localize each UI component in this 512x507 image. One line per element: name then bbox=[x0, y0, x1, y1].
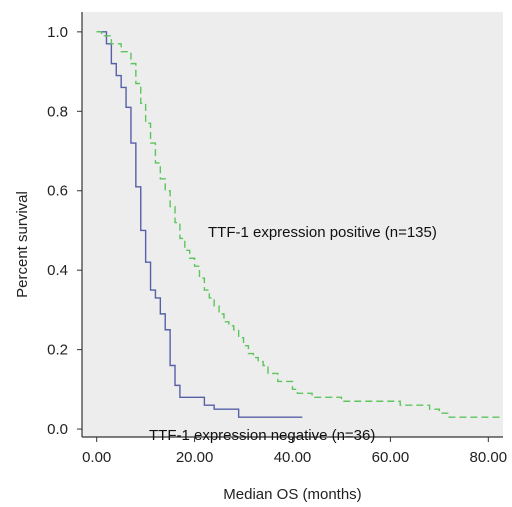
x-tick-label: 0.00 bbox=[82, 449, 111, 466]
annotation-positive: TTF-1 expression positive (n=135) bbox=[208, 224, 437, 241]
x-tick-label: 20.00 bbox=[176, 449, 214, 466]
y-tick-label: 0.4 bbox=[47, 262, 68, 279]
series-layer bbox=[96, 31, 503, 418]
x-tick-label: 40.00 bbox=[274, 449, 312, 466]
series-positive-line bbox=[96, 31, 503, 418]
annotation-negative: TTF-1 expression negative (n=36) bbox=[149, 427, 375, 444]
y-tick-label: 0.0 bbox=[47, 421, 68, 438]
y-axis-label: Percent survival bbox=[14, 191, 31, 298]
x-axis-label: Median OS (months) bbox=[223, 486, 361, 503]
y-tick-label: 0.6 bbox=[47, 183, 68, 200]
plot-area bbox=[82, 12, 503, 437]
y-tick-label: 0.2 bbox=[47, 342, 68, 359]
x-tick-label: 80.00 bbox=[470, 449, 508, 466]
y-tick-label: 0.8 bbox=[47, 103, 68, 120]
series-negative-line bbox=[96, 31, 303, 418]
tick-layer: 0.00 20.00 40.00 60.00 80.00 0.0 0.2 0.4 0.6 0.8 1… bbox=[47, 24, 507, 466]
y-tick-label: 1.0 bbox=[47, 24, 68, 41]
x-tick-label: 60.00 bbox=[372, 449, 410, 466]
